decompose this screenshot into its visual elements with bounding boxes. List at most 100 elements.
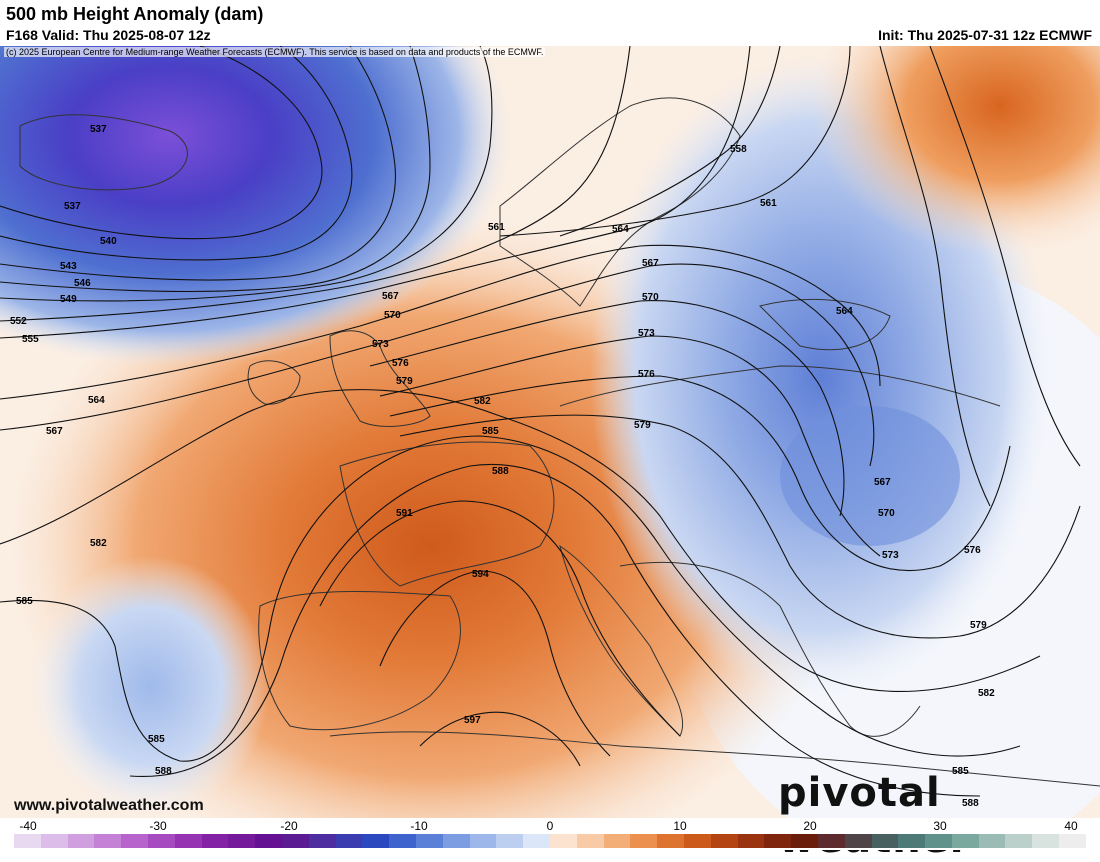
france-outline [339, 441, 555, 587]
contour-591 [319, 500, 681, 737]
contour-ne-2 [929, 46, 1081, 467]
contour-label: 549 [60, 294, 77, 305]
contour-label: 582 [978, 688, 995, 699]
contour-549 [0, 46, 493, 302]
contour-588 [129, 464, 981, 797]
contour-label: 561 [760, 198, 777, 209]
atlantic-cutoff-anomaly [30, 556, 270, 816]
northeast-ridge-anomaly [810, 46, 1100, 256]
contour-ne-1 [879, 46, 991, 507]
contour-label: 588 [155, 766, 172, 777]
contour-label: 570 [642, 292, 659, 303]
colorbar-swatch [389, 834, 416, 848]
contour-label: 537 [90, 124, 107, 135]
colorbar-tick: -30 [149, 819, 167, 833]
colorbar-swatch [442, 834, 470, 848]
colorbar-tick: 20 [803, 819, 817, 833]
contour-558 [559, 46, 781, 237]
contour-label: 558 [730, 144, 747, 155]
contour-label: 570 [384, 310, 401, 321]
colorbar-swatch [40, 834, 68, 848]
iceland-outline [19, 114, 188, 191]
colorbar-strip [14, 834, 1086, 848]
colorbar-swatch [683, 834, 711, 848]
colorbar-swatch [121, 834, 148, 848]
contour-582 [0, 389, 1041, 692]
contour-label: 576 [638, 369, 655, 380]
contour-570 [369, 300, 845, 517]
colorbar-swatch [817, 834, 845, 848]
colorbar-swatch [951, 834, 979, 848]
contour-546 [0, 46, 431, 293]
balkans-outline [619, 561, 921, 737]
colorbar-swatch [576, 834, 604, 848]
weather-map: 537 537 540 543 546 549 552 555 564 567 … [0, 46, 1100, 818]
north-africa-coast [329, 731, 1100, 787]
iberia-outline [258, 591, 461, 731]
contour-label: 564 [88, 395, 105, 406]
contour-label: 588 [962, 798, 979, 809]
contour-label: 573 [638, 328, 655, 339]
contour-label: 576 [392, 358, 409, 369]
colorbar-tick: 30 [933, 819, 947, 833]
colorbar-swatch [844, 834, 872, 848]
contour-label: 591 [396, 508, 413, 519]
map-svg: 537 537 540 543 546 549 552 555 564 567 … [0, 46, 1100, 818]
contour-label: 564 [836, 306, 853, 317]
contour-label: 561 [488, 222, 505, 233]
contour-label: 579 [396, 376, 413, 387]
north-atlantic-low-anomaly [0, 46, 510, 366]
contour-label: 573 [882, 550, 899, 561]
contour-label: 537 [64, 201, 81, 212]
colorbar: -40 -30 -20 -10 0 10 20 30 40 [0, 818, 1100, 850]
colorbar-tick: -20 [280, 819, 298, 833]
colorbar-swatch [630, 834, 658, 848]
colorbar-swatch [174, 834, 202, 848]
contour-564 [0, 244, 881, 400]
contour-label: 585 [482, 426, 499, 437]
contour-label: 567 [382, 291, 399, 302]
contour-label: 585 [16, 596, 33, 607]
contour-label: 567 [642, 258, 659, 269]
britain-outline [329, 330, 431, 427]
website-url: www.pivotalweather.com [14, 797, 204, 814]
colorbar-swatch [764, 834, 792, 848]
colorbar-swatch [523, 834, 550, 848]
colorbar-swatch [281, 834, 309, 848]
colorbar-swatch [469, 834, 497, 848]
contour-label: 579 [634, 420, 651, 431]
colorbar-tick: 0 [546, 819, 554, 833]
colorbar-tick: 40 [1064, 819, 1078, 833]
contour-label: 573 [372, 339, 389, 350]
valid-time: F168 Valid: Thu 2025-08-07 12z [6, 27, 211, 43]
colorbar-swatch [1005, 834, 1033, 848]
scandinavia-outline [499, 97, 741, 307]
trough-core-anomaly [780, 406, 960, 546]
contour-label: 576 [964, 545, 981, 556]
contour-label: 582 [90, 538, 107, 549]
contour-label: 567 [874, 477, 891, 488]
contour-labels: 537 537 540 543 546 549 552 555 564 567 … [10, 124, 995, 809]
colorbar-swatch [710, 834, 738, 848]
copyright-notice: (c) 2025 European Centre for Medium-rang… [4, 47, 546, 57]
contour-576 [389, 375, 1011, 571]
contour-label: 579 [970, 620, 987, 631]
colorbar-swatch [603, 834, 631, 848]
colorbar-swatch [94, 834, 122, 848]
contour-label: 594 [472, 569, 489, 580]
contour-label: 543 [60, 261, 77, 272]
contour-555 [0, 46, 751, 339]
contour-579 [399, 414, 1081, 639]
contour-543 [0, 46, 396, 281]
colorbar-swatch [147, 834, 175, 848]
colorbar-tick: 10 [673, 819, 687, 833]
colorbar-swatch [14, 834, 41, 848]
colorbar-swatch [308, 834, 336, 848]
colorbar-swatch [1032, 834, 1060, 848]
colorbar-swatch [657, 834, 684, 848]
contour-label: 540 [100, 236, 117, 247]
init-time: Init: Thu 2025-07-31 12z ECMWF [878, 27, 1092, 43]
colorbar-swatch [871, 834, 899, 848]
colorbar-swatch [228, 834, 256, 848]
contour-label: 597 [464, 715, 481, 726]
